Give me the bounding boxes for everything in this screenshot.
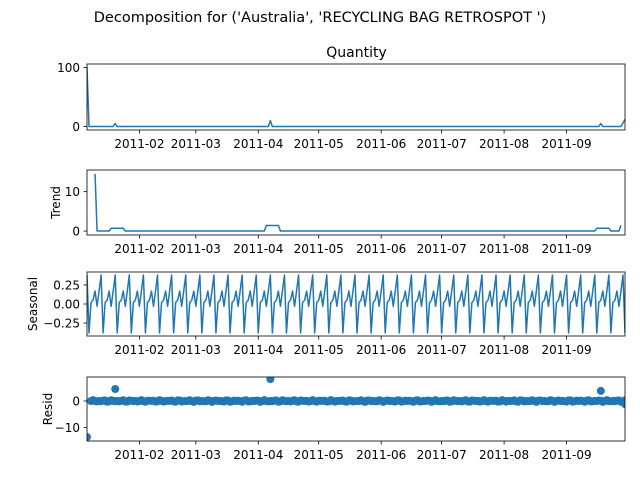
x-tick-label: 2011-09 (541, 137, 591, 151)
plot-area (87, 67, 625, 128)
x-tick-label: 2011-08 (479, 448, 529, 462)
series-line (94, 173, 622, 232)
decomposition-panels: 2011-02 2011-03 2011-04 2011-05 2011-06 2011-… (26, 45, 626, 462)
x-tick-label: 2011-05 (294, 137, 344, 151)
x-tick-label: 2011-04 (233, 242, 283, 256)
y-tick-label: 0.00 (53, 298, 80, 312)
x-tick-label: 2011-04 (233, 448, 283, 462)
x-tick-label: 2011-06 (356, 448, 406, 462)
y-axis-label: Trend (49, 186, 63, 220)
x-tick-label: 2011-03 (171, 242, 221, 256)
x-tick-label: 2011-09 (541, 448, 591, 462)
seasonal-line (87, 274, 625, 334)
y-tick-label: 10 (65, 185, 80, 199)
x-tick-label: 2011-06 (356, 137, 406, 151)
series-line (87, 67, 625, 128)
x-tick-label: 2011-09 (541, 343, 591, 357)
x-tick-label: 2011-09 (541, 242, 591, 256)
x-tick-label: 2011-05 (294, 343, 344, 357)
panel-2: 2011-02 2011-03 2011-04 2011-05 2011-06 2011-… (49, 169, 626, 256)
plot-area (87, 377, 625, 441)
panel-4: 2011-02 2011-03 2011-04 2011-05 2011-06 2011-… (41, 376, 626, 462)
resid-outlier (111, 385, 120, 393)
resid-outlier (87, 433, 91, 441)
plot-area (87, 274, 625, 334)
panel-title: Quantity (326, 45, 387, 61)
x-tick-label: 2011-07 (417, 137, 467, 151)
x-tick-label: 2011-08 (479, 343, 529, 357)
x-tick-label: 2011-05 (294, 242, 344, 256)
axes-frame (86, 376, 626, 442)
x-tick-label: 2011-07 (417, 242, 467, 256)
axes-frame (86, 169, 626, 236)
y-axis-label: Seasonal (26, 277, 40, 331)
x-tick-label: 2011-03 (171, 343, 221, 357)
resid-outlier (621, 400, 625, 409)
y-tick-label: −10 (55, 421, 80, 435)
x-tick-label: 2011-02 (114, 137, 164, 151)
x-tick-label: 2011-03 (171, 137, 221, 151)
x-tick-label: 2011-05 (294, 448, 344, 462)
y-tick-label: 0 (72, 225, 80, 239)
x-tick-label: 2011-06 (356, 343, 406, 357)
x-tick-label: 2011-02 (114, 343, 164, 357)
resid-outlier (596, 386, 605, 395)
x-tick-label: 2011-07 (417, 343, 467, 357)
figure-title: Decomposition for ('Australia', 'RECYCLI… (94, 10, 546, 26)
y-tick-label: −0.25 (43, 317, 80, 331)
x-tick-label: 2011-06 (356, 242, 406, 256)
y-axis-label: Resid (41, 393, 55, 425)
axes-frame (86, 63, 626, 131)
y-tick-label: 0 (72, 395, 80, 409)
x-tick-label: 2011-07 (417, 448, 467, 462)
y-tick-label: 0 (72, 120, 80, 134)
x-tick-label: 2011-08 (479, 242, 529, 256)
resid-outlier (266, 377, 275, 384)
x-tick-label: 2011-04 (233, 343, 283, 357)
x-tick-label: 2011-08 (479, 137, 529, 151)
panel-1: 2011-02 2011-03 2011-04 2011-05 2011-06 2011-… (57, 45, 626, 151)
panel-3: 2011-02 2011-03 2011-04 2011-05 2011-06 2011-… (26, 271, 626, 357)
y-tick-label: 100 (57, 61, 80, 75)
x-tick-label: 2011-02 (114, 448, 164, 462)
x-tick-label: 2011-02 (114, 242, 164, 256)
x-tick-label: 2011-04 (233, 137, 283, 151)
x-tick-label: 2011-03 (171, 448, 221, 462)
plot-area (94, 173, 622, 232)
y-tick-label: 0.25 (53, 278, 80, 292)
